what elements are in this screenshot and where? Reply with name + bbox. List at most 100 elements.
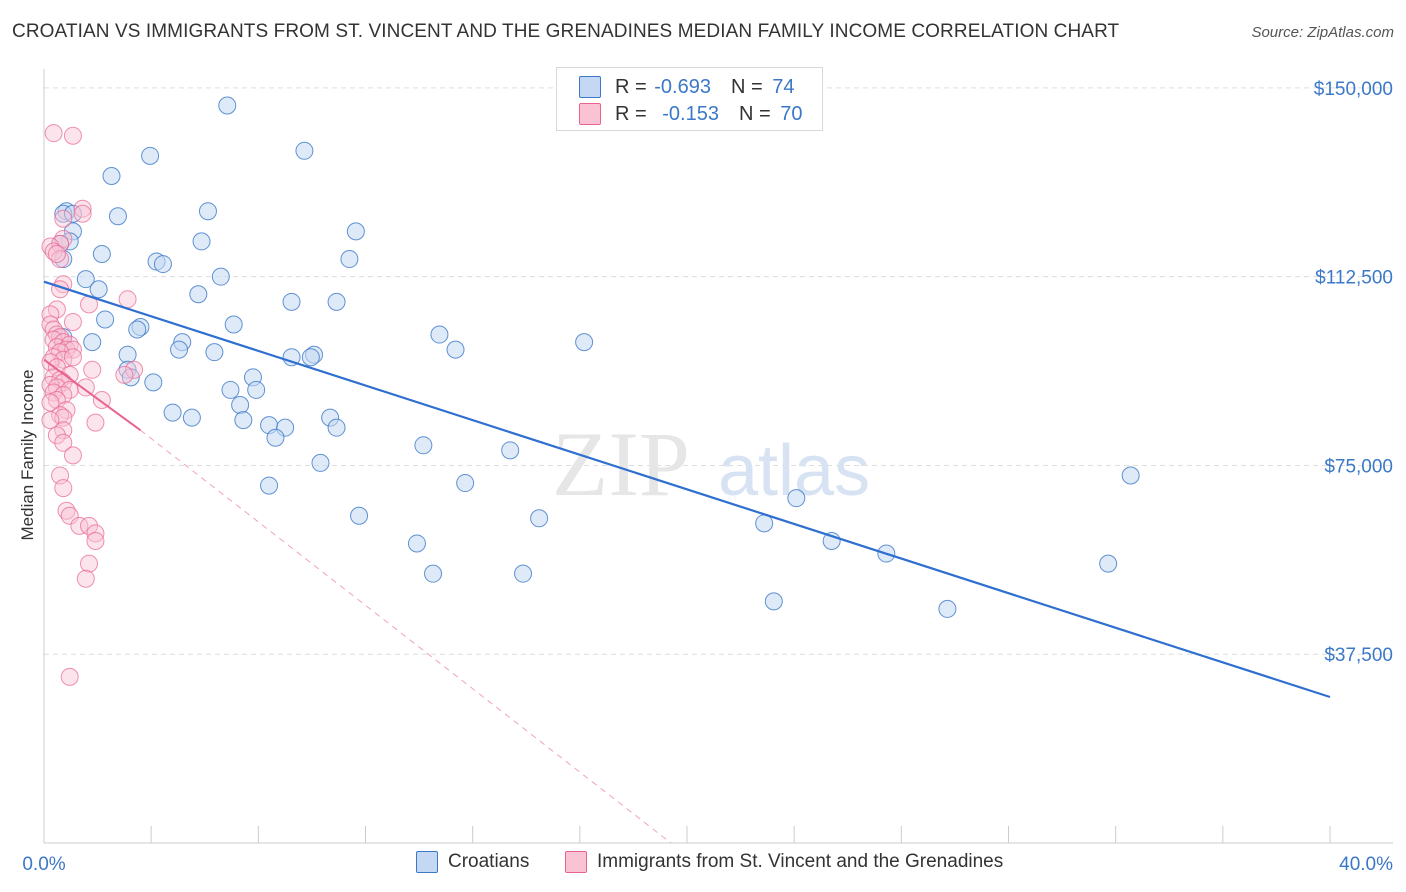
scatter-point-immigrants[interactable] [118,290,137,309]
scatter-point-immigrants[interactable] [63,312,82,331]
scatter-point-croatians[interactable] [266,428,285,447]
scatter-point-croatians[interactable] [260,476,279,495]
scatter-point-immigrants[interactable] [83,360,102,379]
scatter-point-croatians[interactable] [153,255,172,274]
scatter-point-immigrants[interactable] [76,569,95,588]
scatter-point-immigrants[interactable] [44,320,63,339]
scatter-point-croatians[interactable] [424,564,443,583]
legend-item-immigrants[interactable]: Immigrants from St. Vincent and the Gren… [565,851,1003,873]
scatter-point-croatians[interactable] [231,396,250,415]
scatter-point-croatians[interactable] [198,202,217,221]
scatter-point-immigrants[interactable] [47,245,66,264]
scatter-point-immigrants[interactable] [73,199,92,218]
scatter-point-immigrants[interactable] [44,242,63,261]
scatter-point-immigrants[interactable] [41,411,60,430]
scatter-point-croatians[interactable] [102,166,121,185]
scatter-point-immigrants[interactable] [54,433,73,452]
scatter-point-immigrants[interactable] [54,479,73,498]
legend-item-croatians[interactable]: Croatians [416,851,529,873]
scatter-point-croatians[interactable] [163,403,182,422]
scatter-point-immigrants[interactable] [115,365,134,384]
scatter-point-croatians[interactable] [340,250,359,269]
scatter-point-immigrants[interactable] [63,126,82,145]
scatter-point-croatians[interactable] [327,418,346,437]
scatter-point-croatians[interactable] [118,345,137,364]
scatter-point-croatians[interactable] [501,441,520,460]
scatter-point-immigrants[interactable] [63,446,82,465]
scatter-point-croatians[interactable] [430,325,449,344]
scatter-point-croatians[interactable] [327,292,346,311]
scatter-point-croatians[interactable] [83,333,102,352]
series-immigrants-points [41,124,144,686]
scatter-point-croatians[interactable] [221,380,240,399]
scatter-point-immigrants[interactable] [63,348,82,367]
scatter-point-croatians[interactable] [76,270,95,289]
trend-line-immigrants [43,358,142,432]
scatter-point-croatians[interactable] [170,340,189,359]
scatter-point-immigrants[interactable] [54,209,73,228]
scatter-point-immigrants[interactable] [57,501,76,520]
scatter-point-croatians[interactable] [144,373,163,392]
scatter-point-croatians[interactable] [311,453,330,472]
scatter-point-immigrants[interactable] [86,531,105,550]
scatter-point-croatians[interactable] [530,509,549,528]
scatter-point-croatians[interactable] [63,204,82,223]
scatter-point-croatians[interactable] [764,592,783,611]
scatter-point-croatians[interactable] [189,285,208,304]
scatter-point-immigrants[interactable] [41,237,60,256]
scatter-point-immigrants[interactable] [47,426,66,445]
scatter-point-croatians[interactable] [108,207,127,226]
scatter-point-croatians[interactable] [205,343,224,362]
scatter-point-croatians[interactable] [295,141,314,160]
watermark-zip: ZIP [552,413,690,515]
scatter-point-croatians[interactable] [234,411,253,430]
scatter-point-croatians[interactable] [218,96,237,115]
scatter-point-immigrants[interactable] [80,554,99,573]
scatter-point-croatians[interactable] [446,340,465,359]
scatter-point-immigrants[interactable] [60,506,79,525]
scatter-point-immigrants[interactable] [41,305,60,324]
scatter-point-immigrants[interactable] [73,204,92,223]
scatter-point-croatians[interactable] [301,348,320,367]
scatter-point-croatians[interactable] [92,245,111,264]
scatter-point-croatians[interactable] [182,408,201,427]
scatter-point-immigrants[interactable] [125,360,144,379]
scatter-point-immigrants[interactable] [41,393,60,412]
scatter-point-croatians[interactable] [89,280,108,299]
scatter-point-croatians[interactable] [282,292,301,311]
scatter-point-croatians[interactable] [247,380,266,399]
scatter-point-immigrants[interactable] [70,516,89,535]
scatter-point-immigrants[interactable] [51,406,70,425]
scatter-point-croatians[interactable] [787,489,806,508]
scatter-point-immigrants[interactable] [51,250,70,269]
scatter-point-croatians[interactable] [224,315,243,334]
scatter-point-immigrants[interactable] [60,365,79,384]
x-tick-labels: 0.0% 40.0% [22,854,1393,875]
legend-swatch-pink [565,851,587,873]
scatter-point-immigrants[interactable] [86,413,105,432]
scatter-point-croatians[interactable] [141,146,160,165]
scatter-point-croatians[interactable] [755,514,774,533]
scatter-point-croatians[interactable] [456,474,475,493]
scatter-point-croatians[interactable] [407,534,426,553]
scatter-point-croatians[interactable] [1099,554,1118,573]
scatter-point-immigrants[interactable] [80,516,99,535]
scatter-point-croatians[interactable] [96,310,115,329]
scatter-point-immigrants[interactable] [41,315,60,334]
scatter-point-croatians[interactable] [575,333,594,352]
scatter-point-croatians[interactable] [211,267,230,286]
scatter-point-immigrants[interactable] [44,124,63,143]
scatter-point-croatians[interactable] [1121,466,1140,485]
scatter-point-immigrants[interactable] [76,378,95,397]
scatter-point-immigrants[interactable] [86,524,105,543]
scatter-point-croatians[interactable] [414,436,433,455]
scatter-point-croatians[interactable] [350,506,369,525]
scatter-point-croatians[interactable] [192,232,211,251]
scatter-point-croatians[interactable] [346,222,365,241]
scatter-point-croatians[interactable] [128,320,147,339]
scatter-point-immigrants[interactable] [47,325,66,344]
scatter-point-croatians[interactable] [514,564,533,583]
scatter-point-croatians[interactable] [282,348,301,367]
scatter-point-immigrants[interactable] [60,667,79,686]
scatter-point-croatians[interactable] [938,599,957,618]
